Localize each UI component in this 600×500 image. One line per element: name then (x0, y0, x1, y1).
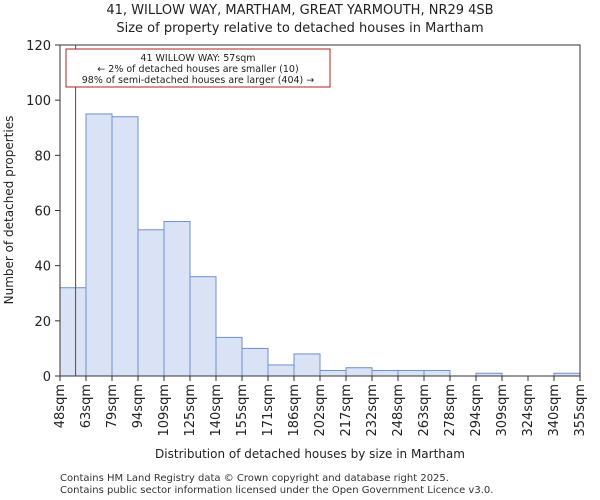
x-tick-label-63sqm: 63sqm (79, 384, 94, 428)
bar-186sqm (293, 353, 321, 377)
bar-202sqm (319, 369, 347, 377)
x-tick-label-217sqm: 217sqm (339, 384, 354, 437)
x-tick-label-48sqm: 48sqm (53, 384, 68, 428)
x-tick-label-278sqm: 278sqm (443, 384, 458, 437)
x-tick-label-309sqm: 309sqm (495, 384, 510, 437)
x-tick-label-79sqm: 79sqm (105, 384, 120, 428)
x-axis-ticks: 48sqm 63sqm 79sqm 94sqm 109sqm 125sqm 140sqm 15… (53, 376, 588, 437)
y-tick-label: 60 (34, 205, 51, 220)
bar-63sqm (85, 113, 113, 377)
y-tick-label: 100 (26, 94, 51, 109)
x-tick-label-94sqm: 94sqm (131, 384, 146, 428)
y-tick-label: 40 (34, 260, 51, 275)
bar-48sqm (59, 287, 87, 377)
y-tick-label: 120 (26, 39, 51, 54)
y-axis-ticks: 0 20 40 60 80 100 120 (26, 39, 60, 385)
x-axis-label: Distribution of detached houses by size … (155, 447, 465, 461)
bar-171sqm (267, 364, 295, 377)
footer-line1: Contains HM Land Registry data © Crown c… (60, 473, 449, 484)
y-tick-label: 80 (34, 149, 51, 164)
bars-group (59, 113, 581, 377)
bar-109sqm (163, 221, 191, 377)
x-tick-label-125sqm: 125sqm (183, 384, 198, 437)
plot-frame (59, 44, 581, 377)
histogram-chart: 41, WILLOW WAY, MARTHAM, GREAT YARMOUTH,… (2, 3, 588, 461)
y-tick-label: 0 (43, 370, 51, 385)
annotation-border (65, 48, 331, 88)
bar-232sqm (371, 369, 399, 377)
x-tick-label-263sqm: 263sqm (417, 384, 432, 437)
x-tick-label-186sqm: 186sqm (287, 384, 302, 437)
bar-79sqm (111, 116, 139, 377)
y-axis-label: Number of detached properties (2, 116, 16, 305)
bar-248sqm (397, 369, 425, 377)
bar-155sqm (241, 347, 269, 377)
footer-line2: Contains public sector information licen… (60, 485, 494, 496)
bar-217sqm (345, 367, 373, 377)
chart-title-line2: Size of property relative to detached ho… (116, 21, 483, 36)
annotation-box: 41 WILLOW WAY: 57sqm ← 2% of detached ho… (65, 48, 331, 88)
x-tick-label-202sqm: 202sqm (313, 384, 328, 437)
x-tick-label-140sqm: 140sqm (209, 384, 224, 437)
x-tick-label-171sqm: 171sqm (261, 384, 276, 437)
annotation-line1: 41 WILLOW WAY: 57sqm (140, 53, 255, 64)
x-tick-label-355sqm: 355sqm (573, 384, 588, 437)
bar-125sqm (189, 276, 217, 377)
y-tick-label: 20 (34, 315, 51, 330)
annotation-line2: ← 2% of detached houses are smaller (10) (97, 64, 298, 75)
chart-title-line1: 41, WILLOW WAY, MARTHAM, GREAT YARMOUTH,… (106, 3, 493, 18)
bar-140sqm (215, 336, 243, 377)
x-tick-label-109sqm: 109sqm (157, 384, 172, 437)
x-tick-label-324sqm: 324sqm (521, 384, 536, 437)
bar-94sqm (137, 229, 165, 377)
bar-263sqm (423, 369, 451, 377)
x-tick-label-155sqm: 155sqm (235, 384, 250, 437)
x-tick-label-340sqm: 340sqm (547, 384, 562, 437)
annotation-line3: 98% of semi-detached houses are larger (… (82, 75, 315, 86)
x-tick-label-248sqm: 248sqm (391, 384, 406, 437)
x-tick-label-294sqm: 294sqm (469, 384, 484, 437)
x-tick-label-232sqm: 232sqm (365, 384, 380, 437)
